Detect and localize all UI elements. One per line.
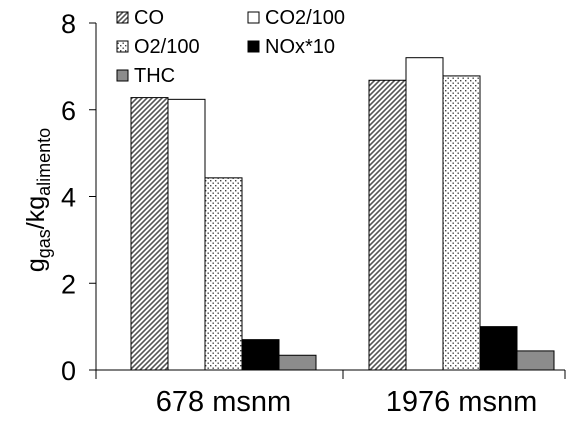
y-tick-label: 6	[61, 96, 76, 126]
plot-area: 0 2 4 6 8 678 msnm 1976 msnm	[61, 9, 566, 418]
bar-o2-100-1	[204, 177, 243, 371]
legend-swatch	[116, 69, 129, 82]
legend-swatch	[116, 11, 129, 24]
legend-swatch	[247, 40, 260, 53]
y-tick-label: 0	[61, 356, 76, 386]
bar-co-2	[368, 79, 407, 371]
legend-swatch	[247, 11, 260, 24]
bar-thc-2	[516, 350, 555, 371]
legend-label: THC	[134, 65, 175, 87]
legend-label: CO2/100	[265, 7, 345, 29]
bar-nox-10-2	[479, 326, 518, 371]
bar-thc-1	[278, 354, 317, 371]
legend-label: CO	[134, 7, 164, 29]
bar-co2-100-1	[167, 98, 206, 371]
legend: CO CO2/100 O2/100 NOx*10 THC	[116, 7, 345, 87]
x-category-label: 678 msnm	[156, 386, 291, 418]
y-tick-label: 8	[61, 9, 76, 39]
legend-swatch	[116, 40, 129, 53]
y-tick-label: 4	[61, 183, 76, 213]
bar-o2-100-2	[442, 75, 481, 371]
bar-nox-10-1	[241, 339, 280, 371]
bar-co-1	[130, 97, 169, 371]
legend-label: O2/100	[134, 36, 200, 58]
legend-label: NOx*10	[265, 36, 335, 58]
y-tick-label: 2	[61, 269, 76, 299]
bar-co2-100-2	[405, 57, 444, 371]
y-axis-label: ggas/kgalimento	[22, 128, 54, 272]
x-category-label: 1976 msnm	[386, 386, 538, 418]
